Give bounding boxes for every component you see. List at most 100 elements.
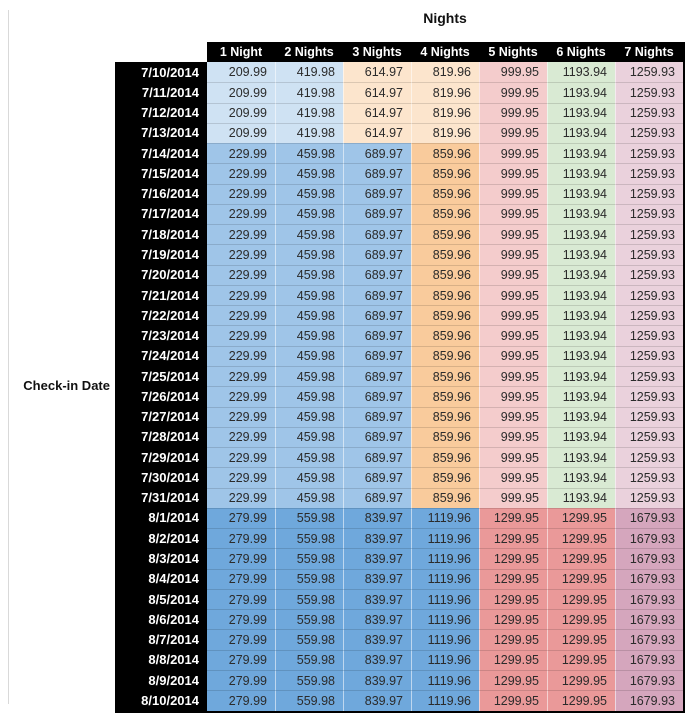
price-cell: 999.95 [479, 183, 547, 204]
checkin-date-cell: 7/12/2014 [115, 102, 207, 123]
price-cell: 999.95 [479, 244, 547, 265]
price-cell: 999.95 [479, 203, 547, 225]
price-cell: 419.98 [275, 62, 343, 83]
price-cell: 839.97 [343, 649, 411, 670]
price-cell: 1299.95 [479, 649, 547, 670]
price-cell: 1259.93 [615, 244, 683, 265]
price-cell: 459.98 [275, 386, 343, 407]
price-cell: 689.97 [343, 143, 411, 164]
price-cell: 209.99 [207, 62, 275, 83]
price-cell: 999.95 [479, 305, 547, 326]
price-cell: 459.98 [275, 365, 343, 387]
checkin-date-cell: 7/30/2014 [115, 467, 207, 488]
price-cell: 839.97 [343, 568, 411, 589]
price-cell: 859.96 [411, 244, 479, 265]
price-cell: 559.98 [275, 669, 343, 691]
price-cell: 459.98 [275, 183, 343, 204]
price-cell: 459.98 [275, 163, 343, 184]
price-cell: 279.99 [207, 669, 275, 691]
price-cell: 559.98 [275, 629, 343, 650]
price-cell: 999.95 [479, 224, 547, 245]
price-cell: 689.97 [343, 224, 411, 245]
price-cell: 859.96 [411, 386, 479, 407]
price-cell: 229.99 [207, 345, 275, 366]
checkin-date-cell: 7/22/2014 [115, 305, 207, 326]
price-cell: 689.97 [343, 264, 411, 285]
price-cell: 1259.93 [615, 122, 683, 144]
price-cell: 1259.93 [615, 345, 683, 366]
checkin-date-cell: 7/16/2014 [115, 183, 207, 204]
column-header-5-night: 5 Nights [479, 42, 547, 62]
checkin-date-cell: 8/4/2014 [115, 568, 207, 589]
price-cell: 999.95 [479, 122, 547, 144]
checkin-date-cell: 8/6/2014 [115, 609, 207, 630]
price-cell: 1679.93 [615, 649, 683, 670]
price-cell: 229.99 [207, 224, 275, 245]
price-cell: 689.97 [343, 467, 411, 488]
price-cell: 1299.95 [479, 568, 547, 589]
price-cell: 689.97 [343, 487, 411, 508]
price-cell: 859.96 [411, 183, 479, 204]
price-cell: 1193.94 [547, 284, 615, 306]
price-cell: 819.96 [411, 122, 479, 144]
price-cell: 1299.95 [479, 548, 547, 569]
price-cell: 229.99 [207, 386, 275, 407]
price-cell: 1119.96 [411, 528, 479, 549]
price-cell: 1679.93 [615, 507, 683, 529]
price-cell: 1193.94 [547, 467, 615, 488]
price-cell: 1299.95 [479, 609, 547, 630]
price-cell: 279.99 [207, 507, 275, 529]
checkin-date-cell: 7/18/2014 [115, 224, 207, 245]
price-cell: 1299.95 [479, 507, 547, 529]
checkin-date-cell: 7/21/2014 [115, 284, 207, 306]
price-cell: 999.95 [479, 467, 547, 488]
price-cell: 559.98 [275, 528, 343, 549]
price-cell: 1119.96 [411, 649, 479, 670]
price-cell: 1299.95 [547, 649, 615, 670]
checkin-date-cell: 7/27/2014 [115, 406, 207, 427]
price-cell: 1119.96 [411, 609, 479, 630]
price-cell: 459.98 [275, 143, 343, 164]
price-cell: 1193.94 [547, 183, 615, 204]
price-cell: 459.98 [275, 447, 343, 468]
price-cell: 1259.93 [615, 163, 683, 184]
price-cell: 859.96 [411, 345, 479, 366]
price-cell: 459.98 [275, 284, 343, 306]
price-cell: 689.97 [343, 163, 411, 184]
price-cell: 999.95 [479, 82, 547, 103]
price-cell: 419.98 [275, 82, 343, 103]
price-cell: 689.97 [343, 406, 411, 427]
price-cell: 1259.93 [615, 487, 683, 508]
price-cell: 459.98 [275, 224, 343, 245]
checkin-date-cell: 8/3/2014 [115, 548, 207, 569]
price-cell: 1299.95 [547, 669, 615, 691]
price-cell: 859.96 [411, 203, 479, 225]
checkin-date-cell: 8/1/2014 [115, 507, 207, 529]
price-cell: 459.98 [275, 203, 343, 225]
price-cell: 559.98 [275, 649, 343, 670]
nightly-rate-table: 1 Night 2 Nights 3 Nights 4 Nights 5 Nights 6… [115, 42, 685, 713]
price-cell: 559.98 [275, 548, 343, 569]
price-cell: 1193.94 [547, 244, 615, 265]
row-axis-label: Check-in Date [23, 378, 110, 393]
price-cell: 1193.94 [547, 406, 615, 427]
price-cell: 1299.95 [547, 548, 615, 569]
price-cell: 279.99 [207, 690, 275, 711]
price-cell: 1299.95 [479, 629, 547, 650]
price-cell: 229.99 [207, 163, 275, 184]
price-cell: 1259.93 [615, 305, 683, 326]
price-cell: 459.98 [275, 406, 343, 427]
price-cell: 209.99 [207, 82, 275, 103]
price-cell: 819.96 [411, 82, 479, 103]
price-cell: 1259.93 [615, 447, 683, 468]
column-header-3-night: 3 Nights [343, 42, 411, 62]
price-cell: 999.95 [479, 447, 547, 468]
price-cell: 689.97 [343, 183, 411, 204]
price-cell: 859.96 [411, 365, 479, 387]
price-cell: 859.96 [411, 305, 479, 326]
price-cell: 229.99 [207, 325, 275, 346]
price-cell: 1193.94 [547, 487, 615, 508]
checkin-date-cell: 7/19/2014 [115, 244, 207, 265]
price-cell: 1679.93 [615, 568, 683, 589]
price-cell: 839.97 [343, 528, 411, 549]
